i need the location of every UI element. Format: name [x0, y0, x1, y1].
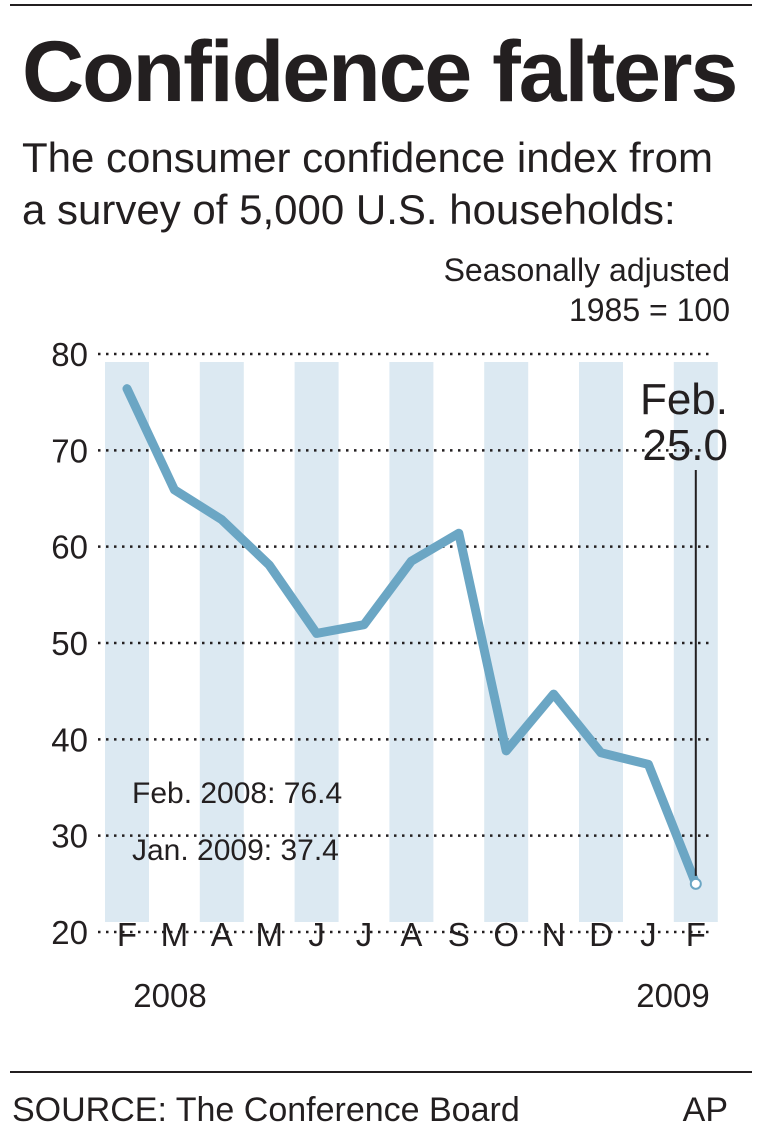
y-tick-label: 40	[51, 721, 88, 758]
x-tick-label: S	[448, 916, 470, 953]
x-tick-label: O	[493, 916, 519, 953]
bottom-rule	[10, 1071, 752, 1073]
subtitle-line-1: The consumer confidence index from	[22, 134, 714, 181]
y-tick-label: 60	[51, 529, 88, 566]
top-rule	[10, 4, 752, 6]
adjustment-note-line-2: 1985 = 100	[568, 292, 730, 328]
column-band	[579, 362, 623, 922]
data-point-last	[689, 877, 702, 890]
adjustment-note-line-1: Seasonally adjusted	[443, 252, 730, 288]
agency-credit: AP	[682, 1091, 728, 1129]
x-tick-label: F	[686, 916, 706, 953]
x-tick-label: D	[589, 916, 613, 953]
y-tick-label: 30	[51, 818, 88, 855]
x-tick-label: M	[161, 916, 189, 953]
y-tick-label: 20	[51, 914, 88, 951]
x-tick-label: F	[117, 916, 137, 953]
x-tick-label: A	[400, 916, 422, 953]
y-tick-label: 80	[51, 336, 88, 373]
x-tick-label: J	[308, 916, 325, 953]
x-tick-label: M	[255, 916, 283, 953]
series-line-group	[122, 384, 702, 890]
x-tick-label: A	[211, 916, 233, 953]
chart-title: Confidence falters	[22, 24, 738, 120]
y-axis-ticks: 20 30 40 50 60 70 80	[51, 336, 88, 951]
x-tick-label: J	[640, 916, 657, 953]
annotation-jan-2009: Jan. 2009: 37.4	[132, 834, 339, 867]
year-label-start: 2008	[133, 977, 206, 1014]
subtitle-line-2: a survey of 5,000 U.S. households:	[22, 186, 676, 233]
annotation-feb-2008: Feb. 2008: 76.4	[132, 777, 342, 810]
adjustment-note: Seasonally adjusted 1985 = 100	[444, 250, 730, 330]
callout-value: 25.0	[642, 421, 728, 470]
x-tick-label: J	[356, 916, 373, 953]
source-credit: SOURCE: The Conference Board	[12, 1091, 520, 1129]
year-label-end: 2009	[636, 977, 709, 1014]
y-tick-label: 50	[51, 625, 88, 662]
chart-subtitle: The consumer confidence index from a sur…	[22, 132, 752, 236]
y-tick-label: 70	[51, 432, 88, 469]
series-line	[122, 384, 701, 889]
callout-label: Feb.	[640, 375, 728, 424]
x-tick-label: N	[542, 916, 566, 953]
column-band	[105, 362, 149, 922]
